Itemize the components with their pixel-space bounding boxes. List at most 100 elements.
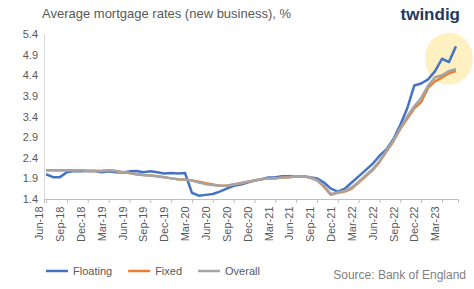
x-tick-mark — [400, 199, 401, 203]
legend-item: Fixed — [128, 265, 182, 277]
x-tick-mark — [254, 199, 255, 203]
y-tick: 3.4 — [23, 111, 44, 123]
x-tick-label: Dec-19 — [158, 207, 170, 242]
legend: Floating Fixed Overall — [46, 265, 260, 277]
y-tick-label: 1.4 — [23, 193, 38, 205]
x-tick-mark — [442, 199, 443, 203]
x-tick: Mar-22 — [346, 199, 359, 241]
y-tick: 3.9 — [23, 90, 44, 102]
x-tick-label: Sep-18 — [54, 207, 66, 242]
x-tick-mark — [129, 199, 130, 203]
x-tick: Jun-20 — [200, 199, 213, 240]
x-tick-mark — [46, 199, 47, 203]
y-tick-label: 3.4 — [23, 111, 38, 123]
legend-label: Fixed — [155, 265, 182, 277]
x-tick-mark — [317, 199, 318, 203]
x-tick-label: Sep-20 — [221, 207, 233, 242]
legend-item: Overall — [198, 265, 260, 277]
series-line — [46, 69, 456, 194]
x-tick: Dec-21 — [325, 199, 338, 242]
x-tick: Sep-21 — [304, 199, 317, 242]
x-tick-label: Jun-18 — [33, 207, 45, 241]
source: Source: Bank of England — [333, 268, 466, 282]
x-tick: Mar-23 — [429, 199, 442, 241]
x-tick-label: Sep-21 — [304, 207, 316, 242]
x-tick-label: Jun-20 — [200, 207, 212, 241]
x-tick-mark — [213, 199, 214, 203]
y-tick-label: 2.9 — [23, 131, 38, 143]
title: Average mortgage rates (new business), % — [42, 6, 291, 21]
x-tick-mark — [380, 199, 381, 203]
x-tick: Mar-21 — [263, 199, 276, 241]
y-tick: 4.4 — [23, 69, 44, 81]
y-tick-label: 2.4 — [23, 152, 38, 164]
lines — [46, 46, 456, 195]
y-tick: 1.9 — [23, 172, 44, 184]
y-tick: 2.9 — [23, 131, 44, 143]
y-tick: 4.9 — [23, 49, 44, 61]
legend-item: Floating — [46, 265, 112, 277]
x-tick-mark — [150, 199, 151, 203]
x-tick-mark — [275, 199, 276, 203]
x-axis: Jun-18 Sep-18 Dec-18 Mar-19 Jun-19 Sep-19 Dec-… — [33, 199, 458, 242]
x-tick-label: Sep-19 — [137, 207, 149, 242]
x-tick-mark — [67, 199, 68, 203]
x-tick: Jun-22 — [367, 199, 380, 240]
series-line — [46, 71, 456, 195]
x-tick: Jun-18 — [33, 199, 46, 240]
x-tick-mark — [234, 199, 235, 203]
legend-swatch — [46, 270, 68, 273]
x-tick: Dec-18 — [75, 199, 88, 242]
x-tick-label: Dec-22 — [408, 207, 420, 242]
x-tick: Sep-19 — [137, 199, 150, 242]
x-tick: Jun-21 — [283, 199, 296, 240]
x-tick-label: Dec-18 — [75, 207, 87, 242]
legend-swatch — [128, 270, 150, 273]
x-tick-label: Jun-19 — [117, 207, 129, 241]
x-tick-mark — [338, 199, 339, 203]
x-tick: Mar-20 — [179, 199, 192, 241]
x-tick-label: Mar-23 — [429, 207, 441, 242]
highlight — [425, 33, 473, 85]
x-tick-mark — [296, 199, 297, 203]
x-tick: Sep-22 — [388, 199, 401, 242]
x-tick: Mar-19 — [96, 199, 109, 241]
x-tick-label: Dec-20 — [242, 207, 254, 242]
x-tick: Dec-22 — [408, 199, 421, 242]
x-tick-mark — [359, 199, 360, 203]
y-tick-label: 5.4 — [23, 28, 38, 40]
y-axis-line — [44, 35, 45, 200]
x-tick-mark — [421, 199, 422, 203]
legend-label: Floating — [73, 265, 112, 277]
x-tick-mark — [171, 199, 172, 203]
y-tick: 5.4 — [23, 28, 44, 40]
y-tick-label: 3.9 — [23, 90, 38, 102]
x-tick-label: Mar-21 — [263, 207, 275, 242]
x-tick-label: Jun-21 — [283, 207, 295, 241]
x-tick-label: Mar-22 — [346, 207, 358, 242]
x-tick: Sep-20 — [221, 199, 234, 242]
legend-swatch — [198, 270, 220, 273]
plot: 1.4 1.9 2.4 2.9 3.4 3.9 4.4 4.9 5.4 Jun-18 Sep-18 D… — [23, 28, 473, 242]
series-line — [46, 46, 456, 195]
x-tick: Sep-18 — [54, 199, 67, 242]
chart: Average mortgage rates (new business), %… — [0, 0, 474, 289]
x-tick-mark — [88, 199, 89, 203]
x-axis-line — [45, 200, 459, 204]
x-tick: Dec-19 — [158, 199, 171, 242]
x-tick-label: Jun-22 — [367, 207, 379, 241]
y-tick-label: 1.9 — [23, 172, 38, 184]
y-axis: 1.4 1.9 2.4 2.9 3.4 3.9 4.4 4.9 5.4 — [23, 28, 45, 205]
x-tick-label: Mar-20 — [179, 207, 191, 242]
brand: twindig — [401, 5, 460, 24]
y-tick-label: 4.9 — [23, 49, 38, 61]
x-tick-label: Mar-19 — [96, 207, 108, 242]
x-tick: Dec-20 — [242, 199, 255, 242]
x-tick-mark — [109, 199, 110, 203]
legend-label: Overall — [225, 265, 260, 277]
x-tick-label: Sep-22 — [388, 207, 400, 242]
x-tick-label: Dec-21 — [325, 207, 337, 242]
x-tick-mark — [192, 199, 193, 203]
y-tick-label: 4.4 — [23, 69, 38, 81]
x-tick: Jun-19 — [117, 199, 130, 240]
